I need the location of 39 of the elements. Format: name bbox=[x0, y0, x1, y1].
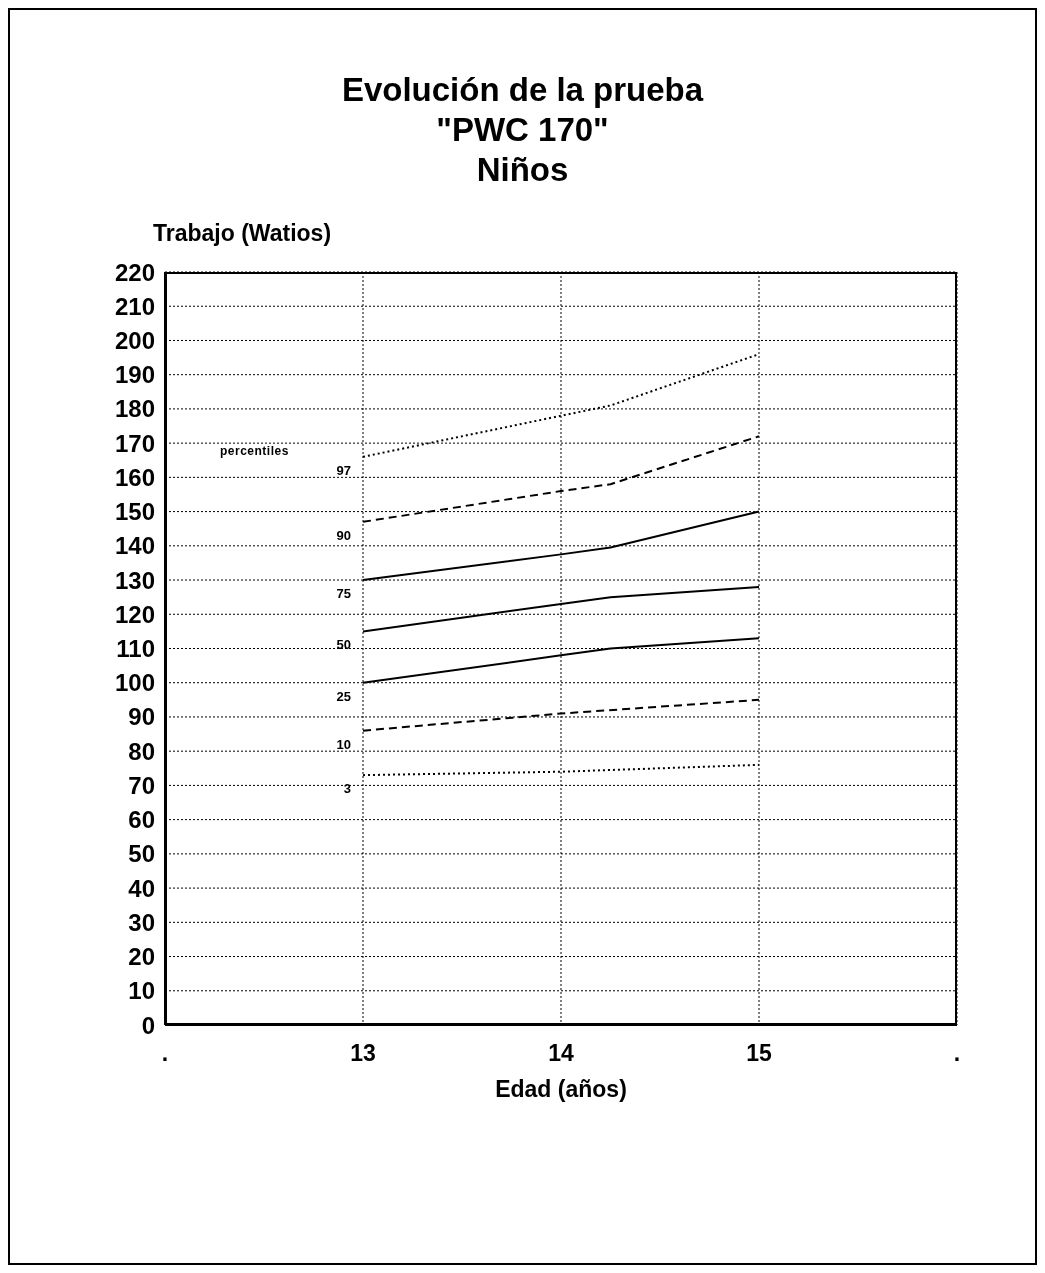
annotation: percentiles bbox=[220, 444, 289, 458]
y-tick-label: 60 bbox=[128, 806, 155, 834]
y-tick-label: 140 bbox=[114, 532, 155, 560]
y-tick-label: 40 bbox=[128, 874, 155, 902]
x-tick-label: . bbox=[953, 1040, 961, 1067]
x-tick-label: 15 bbox=[746, 1040, 772, 1067]
y-tick-label: 80 bbox=[128, 737, 155, 765]
y-tick-label: 220 bbox=[114, 258, 155, 286]
y-tick-label: 10 bbox=[128, 977, 155, 1005]
series-label: 97 bbox=[336, 462, 351, 478]
x-tick-label: . bbox=[161, 1040, 169, 1067]
x-tick-label: 14 bbox=[548, 1040, 574, 1067]
y-tick-label: 120 bbox=[114, 600, 155, 628]
series-label: 10 bbox=[336, 736, 351, 752]
y-tick-label: 30 bbox=[128, 908, 155, 936]
y-tick-label: 70 bbox=[128, 771, 155, 799]
y-tick-label: 100 bbox=[114, 669, 155, 697]
series-label: 90 bbox=[336, 527, 351, 543]
y-tick-label: 160 bbox=[114, 463, 155, 491]
y-tick-label: 110 bbox=[116, 635, 155, 663]
y-tick-label: 180 bbox=[114, 395, 155, 423]
y-tick-label: 20 bbox=[128, 943, 155, 971]
y-tick-label: 210 bbox=[114, 292, 155, 320]
y-tick-label: 50 bbox=[128, 840, 155, 868]
y-tick-label: 0 bbox=[141, 1011, 155, 1039]
y-tick-label: 170 bbox=[114, 429, 155, 457]
y-axis-title: Trabajo (Watios) bbox=[153, 220, 332, 247]
y-tick-label: 190 bbox=[114, 361, 155, 389]
y-tick-label: 200 bbox=[114, 326, 155, 354]
chart-title: Evolución de la prueba "PWC 170" Niños bbox=[340, 70, 705, 190]
y-tick-label: 150 bbox=[114, 498, 155, 526]
series-label: 75 bbox=[336, 586, 351, 602]
series-label: 3 bbox=[343, 781, 351, 797]
x-tick-label: 13 bbox=[350, 1040, 376, 1067]
x-axis-title: Edad (años) bbox=[495, 1076, 627, 1102]
y-tick-label: 90 bbox=[128, 703, 155, 731]
series-label: 25 bbox=[336, 688, 351, 704]
series-label: 50 bbox=[336, 637, 351, 653]
y-tick-label: 130 bbox=[114, 566, 155, 594]
